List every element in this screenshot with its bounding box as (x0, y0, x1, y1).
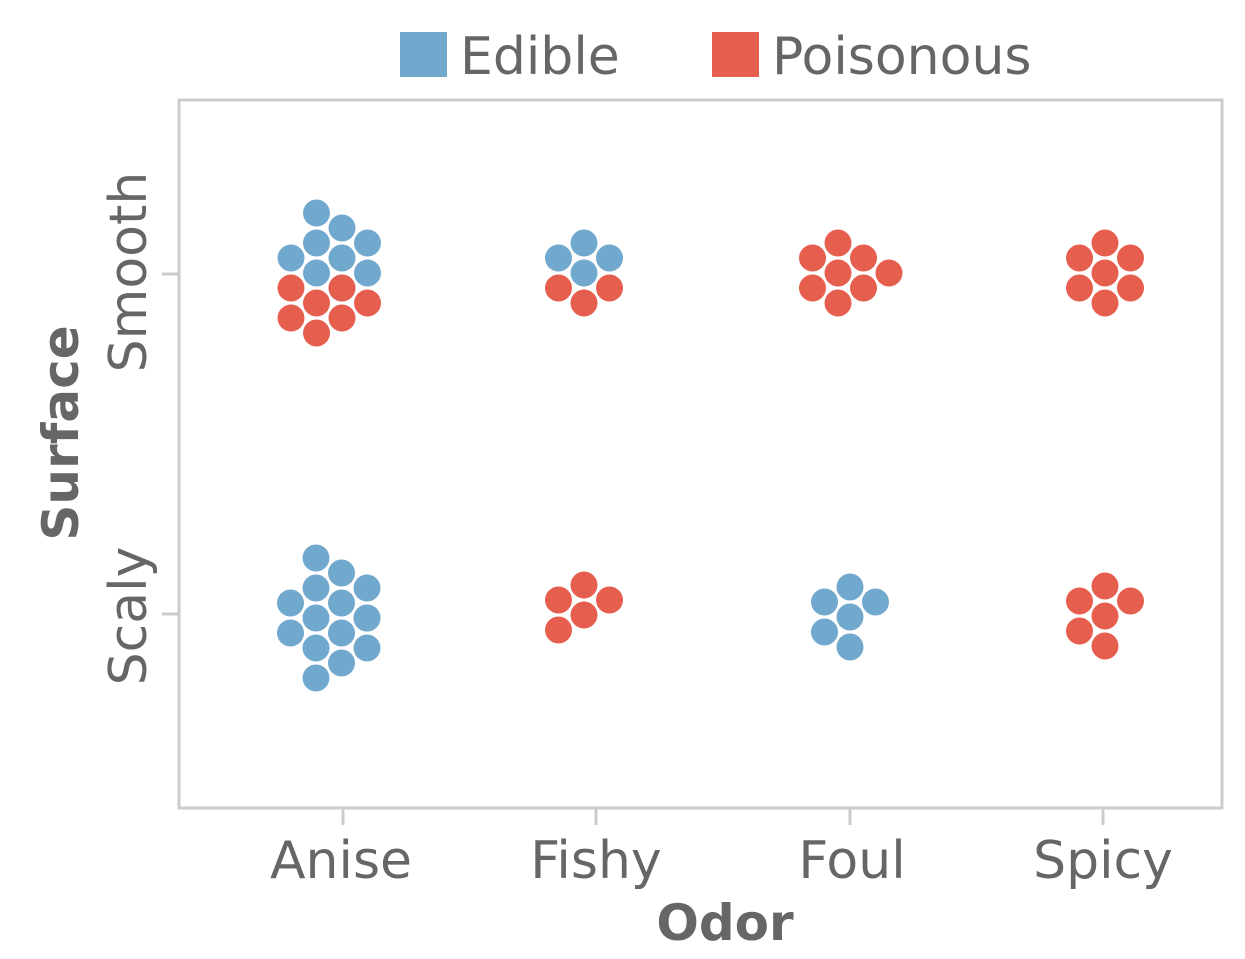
point-fishy-smooth-poisonous (570, 289, 598, 317)
point-foul-scaly-edible (811, 618, 838, 646)
point-spicy-smooth-poisonous (1091, 229, 1119, 257)
point-fishy-smooth-edible (596, 244, 623, 272)
point-spicy-smooth-poisonous (1066, 274, 1093, 302)
point-spicy-scaly-poisonous (1091, 572, 1119, 600)
point-anise-smooth-edible (354, 259, 381, 287)
legend-swatch-poisonous (712, 32, 759, 77)
point-fishy-smooth-edible (545, 244, 572, 272)
point-spicy-smooth-poisonous (1091, 289, 1119, 317)
point-anise-smooth-poisonous (328, 274, 356, 302)
x-tick-label-anise: Anise (270, 831, 412, 891)
point-anise-scaly-edible (302, 664, 330, 692)
point-fishy-scaly-poisonous (596, 586, 623, 614)
plot-frame (177, 98, 1224, 810)
point-anise-scaly-edible (302, 604, 330, 632)
point-anise-scaly-edible (328, 559, 355, 587)
legend-label-edible: Edible (460, 27, 620, 87)
y-axis-title: Surface (32, 325, 90, 540)
point-anise-scaly-edible (302, 544, 330, 572)
x-axis-title: Odor (656, 894, 794, 952)
x-tick-label-foul: Foul (798, 831, 905, 891)
y-axis: Smooth Scaly (99, 172, 179, 686)
point-foul-smooth-poisonous (799, 244, 826, 272)
point-fishy-smooth-edible (570, 259, 598, 287)
point-anise-smooth-edible (328, 244, 356, 272)
point-fishy-scaly-poisonous (570, 571, 598, 599)
point-anise-scaly-edible (277, 619, 304, 647)
point-anise-scaly-edible (302, 574, 330, 602)
point-foul-smooth-poisonous (824, 229, 852, 257)
point-spicy-scaly-poisonous (1091, 632, 1119, 660)
data-points (277, 199, 1144, 692)
point-anise-smooth-edible (303, 259, 330, 287)
x-tick-label-spicy: Spicy (1033, 831, 1173, 891)
point-spicy-scaly-poisonous (1066, 587, 1093, 615)
y-tick-label-scaly: Scaly (99, 547, 159, 686)
point-anise-scaly-edible (353, 604, 381, 632)
point-foul-smooth-poisonous (850, 244, 877, 272)
point-anise-smooth-edible (277, 244, 305, 272)
x-axis: Anise Fishy Foul Spicy (270, 808, 1173, 891)
point-spicy-smooth-poisonous (1117, 274, 1144, 302)
y-tick-label-smooth: Smooth (99, 172, 159, 373)
point-anise-scaly-edible (353, 574, 381, 602)
point-anise-scaly-edible (328, 649, 355, 677)
point-foul-smooth-poisonous (850, 274, 877, 302)
point-spicy-scaly-poisonous (1117, 587, 1144, 615)
point-foul-scaly-edible (836, 603, 864, 631)
point-foul-smooth-poisonous (875, 259, 903, 287)
legend: Edible Poisonous (400, 27, 1032, 87)
point-spicy-scaly-poisonous (1091, 602, 1119, 630)
point-anise-scaly-edible (302, 634, 330, 662)
x-tick-label-fishy: Fishy (530, 831, 661, 891)
point-anise-smooth-poisonous (303, 289, 330, 317)
point-anise-smooth-edible (354, 229, 381, 257)
point-spicy-smooth-poisonous (1117, 244, 1144, 272)
point-foul-smooth-poisonous (824, 289, 852, 317)
legend-swatch-edible (400, 32, 447, 77)
point-anise-smooth-poisonous (303, 319, 330, 347)
point-anise-smooth-edible (303, 229, 330, 257)
point-anise-scaly-edible (328, 619, 355, 647)
point-foul-scaly-edible (811, 588, 838, 616)
point-foul-scaly-edible (862, 588, 889, 616)
point-anise-smooth-edible (303, 199, 330, 227)
point-anise-scaly-edible (277, 589, 304, 617)
point-anise-scaly-edible (353, 634, 381, 662)
point-fishy-scaly-poisonous (545, 616, 572, 644)
point-foul-smooth-poisonous (824, 259, 852, 287)
point-fishy-smooth-poisonous (545, 274, 572, 302)
point-fishy-smooth-poisonous (596, 274, 623, 302)
legend-label-poisonous: Poisonous (772, 27, 1032, 87)
point-fishy-scaly-poisonous (570, 601, 598, 629)
point-spicy-smooth-poisonous (1091, 259, 1119, 287)
point-anise-smooth-poisonous (277, 304, 305, 332)
point-anise-smooth-poisonous (328, 304, 356, 332)
point-anise-smooth-edible (328, 214, 356, 242)
point-fishy-smooth-edible (570, 229, 598, 257)
point-foul-scaly-edible (836, 633, 864, 661)
point-anise-scaly-edible (328, 589, 355, 617)
point-anise-smooth-poisonous (277, 274, 305, 302)
point-foul-scaly-edible (836, 573, 864, 601)
point-foul-smooth-poisonous (799, 274, 826, 302)
point-fishy-scaly-poisonous (545, 586, 572, 614)
point-spicy-smooth-poisonous (1066, 244, 1093, 272)
point-anise-smooth-poisonous (354, 289, 381, 317)
point-spicy-scaly-poisonous (1066, 617, 1093, 645)
